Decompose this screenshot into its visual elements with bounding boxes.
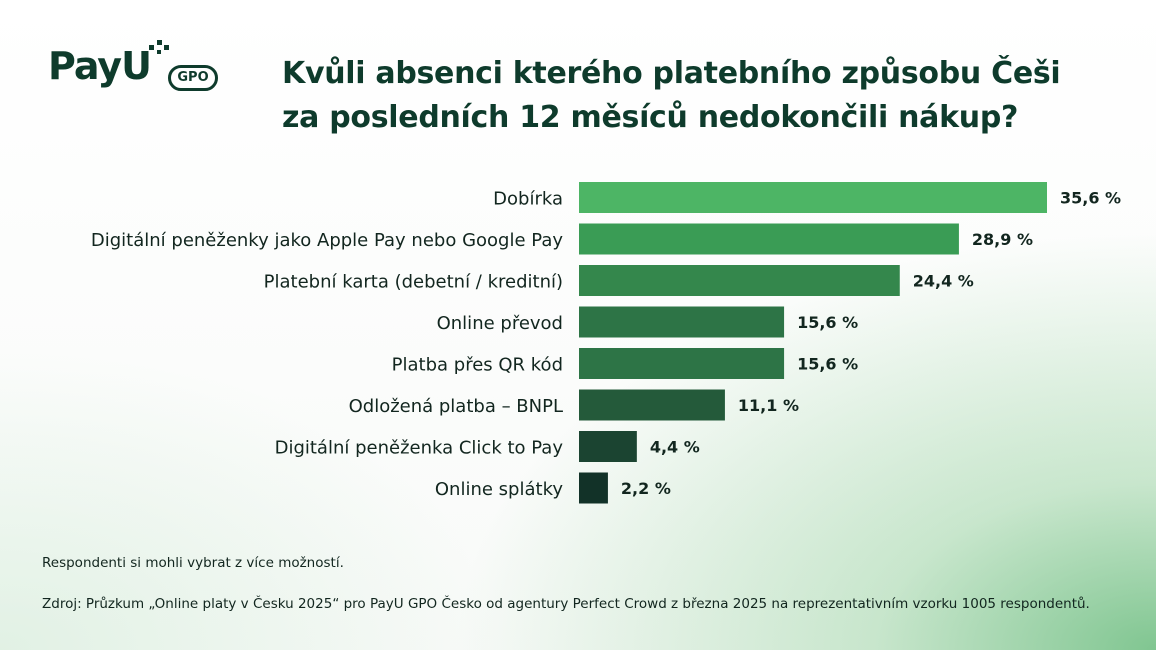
category-label: Digitální peněženka Click to Pay bbox=[275, 438, 564, 459]
value-label: 28,9 % bbox=[972, 230, 1033, 249]
title-line-2: za posledních 12 měsíců nedokončili náku… bbox=[282, 100, 1019, 135]
value-label: 15,6 % bbox=[797, 355, 858, 374]
bar bbox=[579, 348, 785, 379]
value-label: 15,6 % bbox=[797, 313, 858, 332]
bar bbox=[579, 389, 725, 421]
category-label: Digitální peněženky jako Apple Pay nebo … bbox=[91, 230, 563, 251]
value-label: 35,6 % bbox=[1060, 189, 1121, 208]
value-label: 11,1 % bbox=[738, 396, 799, 415]
bar bbox=[579, 306, 785, 338]
category-label: Platební karta (debetní / kreditní) bbox=[264, 272, 563, 293]
page-title: Kvůli absenci kterého platebního způsobu… bbox=[282, 52, 1102, 140]
bar bbox=[579, 265, 900, 296]
category-label: Online splátky bbox=[435, 479, 563, 500]
bar bbox=[579, 431, 637, 462]
chart-note: Respondenti si mohli vybrat z více možno… bbox=[42, 555, 344, 571]
bar bbox=[579, 182, 1047, 213]
bar bbox=[579, 472, 608, 504]
chart-source: Zdroj: Průzkum „Online platy v Česku 202… bbox=[42, 596, 1090, 612]
value-label: 2,2 % bbox=[621, 479, 671, 498]
value-label: 4,4 % bbox=[650, 438, 700, 457]
category-label: Platba přes QR kód bbox=[392, 355, 563, 376]
category-label: Online převod bbox=[437, 313, 563, 334]
payu-pixel-dots-icon bbox=[149, 40, 169, 54]
bar-chart: Dobírka 35,6 % Digitální peněženky jako Ap… bbox=[91, 182, 1121, 504]
title-line-1: Kvůli absenci kterého platebního způsobu… bbox=[282, 56, 1061, 91]
logo-badge: GPO bbox=[168, 65, 218, 91]
logo-wordmark: PayU bbox=[48, 44, 152, 88]
category-label: Odložená platba – BNPL bbox=[349, 396, 563, 417]
category-label: Dobírka bbox=[493, 189, 563, 210]
value-label: 24,4 % bbox=[913, 272, 974, 291]
payu-gpo-logo: PayU GPO bbox=[48, 40, 223, 100]
bar bbox=[579, 223, 959, 255]
